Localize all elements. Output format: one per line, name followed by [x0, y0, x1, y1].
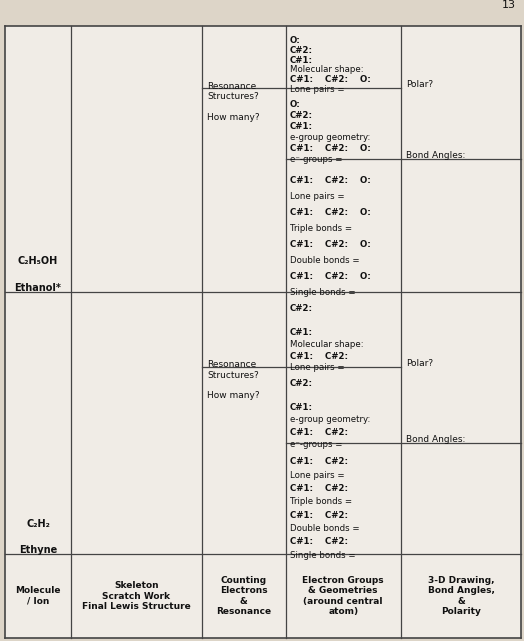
Text: C#1:    C#2:: C#1: C#2: — [290, 537, 348, 546]
Text: C#2:: C#2: — [290, 379, 313, 388]
Text: C#1:    C#2:    O:: C#1: C#2: O: — [290, 176, 370, 185]
Text: Polar?: Polar? — [406, 81, 433, 90]
Text: C#1:: C#1: — [290, 403, 313, 412]
Text: Single bonds =: Single bonds = — [290, 288, 355, 297]
Text: Triple bonds =: Triple bonds = — [290, 497, 352, 506]
Text: C#1:    C#2:    O:: C#1: C#2: O: — [290, 240, 370, 249]
Text: Double bonds =: Double bonds = — [290, 524, 359, 533]
Text: C#1:    C#2:    O:: C#1: C#2: O: — [290, 208, 370, 217]
Text: O:: O: — [290, 100, 301, 109]
Text: e-group geometry:: e-group geometry: — [290, 415, 370, 424]
Text: C#1:    C#2:: C#1: C#2: — [290, 484, 348, 493]
Text: e-group geometry:: e-group geometry: — [290, 133, 370, 142]
Text: Skeleton
Scratch Work
Final Lewis Structure: Skeleton Scratch Work Final Lewis Struct… — [82, 581, 191, 611]
Text: 3-D Drawing,
Bond Angles,
&
Polarity: 3-D Drawing, Bond Angles, & Polarity — [428, 576, 495, 616]
Text: Ethyne: Ethyne — [19, 545, 57, 556]
Text: C#1:: C#1: — [290, 56, 313, 65]
Text: Molecular shape:: Molecular shape: — [290, 65, 364, 74]
Text: Polar?: Polar? — [406, 359, 433, 368]
Text: Lone pairs =: Lone pairs = — [290, 192, 344, 201]
Text: C#1:    C#2:: C#1: C#2: — [290, 351, 348, 360]
Text: e⁻-groups =: e⁻-groups = — [290, 440, 342, 449]
Text: C#1:: C#1: — [290, 122, 313, 131]
Text: Double bonds =: Double bonds = — [290, 256, 359, 265]
Text: 13: 13 — [502, 0, 516, 10]
Text: Molecular shape:: Molecular shape: — [290, 340, 364, 349]
Text: Bond Angles:: Bond Angles: — [406, 151, 465, 160]
Text: Triple bonds =: Triple bonds = — [290, 224, 352, 233]
Text: Single bonds =: Single bonds = — [290, 551, 355, 560]
Text: Ethanol*: Ethanol* — [15, 283, 61, 293]
Text: Lone pairs =: Lone pairs = — [290, 363, 344, 372]
Text: C#1:    C#2:: C#1: C#2: — [290, 458, 348, 467]
Text: Lone pairs =: Lone pairs = — [290, 470, 344, 479]
Text: C#1:: C#1: — [290, 328, 313, 337]
Text: Molecule
/ Ion: Molecule / Ion — [15, 587, 61, 606]
Text: C#2:: C#2: — [290, 111, 313, 120]
Text: Electron Groups
& Geometries
(around central
atom): Electron Groups & Geometries (around cen… — [302, 576, 384, 616]
Text: C₂H₅OH: C₂H₅OH — [18, 256, 58, 267]
Text: Lone pairs =: Lone pairs = — [290, 85, 344, 94]
Text: C#1:    C#2:    O:: C#1: C#2: O: — [290, 75, 370, 84]
Text: C#1:    C#2:    O:: C#1: C#2: O: — [290, 144, 370, 153]
Text: O:: O: — [290, 36, 301, 45]
Text: Bond Angles:: Bond Angles: — [406, 435, 465, 444]
Text: C#1:    C#2:    O:: C#1: C#2: O: — [290, 272, 370, 281]
Text: C#1:    C#2:: C#1: C#2: — [290, 428, 348, 437]
Text: Counting
Electrons
&
Resonance: Counting Electrons & Resonance — [216, 576, 271, 616]
Text: C#2:: C#2: — [290, 46, 313, 55]
Text: C₂H₂: C₂H₂ — [26, 519, 50, 529]
Text: Resonance
Structures?

How many?: Resonance Structures? How many? — [207, 360, 259, 401]
Text: Resonance
Structures?

How many?: Resonance Structures? How many? — [207, 82, 259, 122]
Text: C#2:: C#2: — [290, 304, 313, 313]
Text: e⁻-groups =: e⁻-groups = — [290, 156, 342, 165]
Text: C#1:    C#2:: C#1: C#2: — [290, 511, 348, 520]
